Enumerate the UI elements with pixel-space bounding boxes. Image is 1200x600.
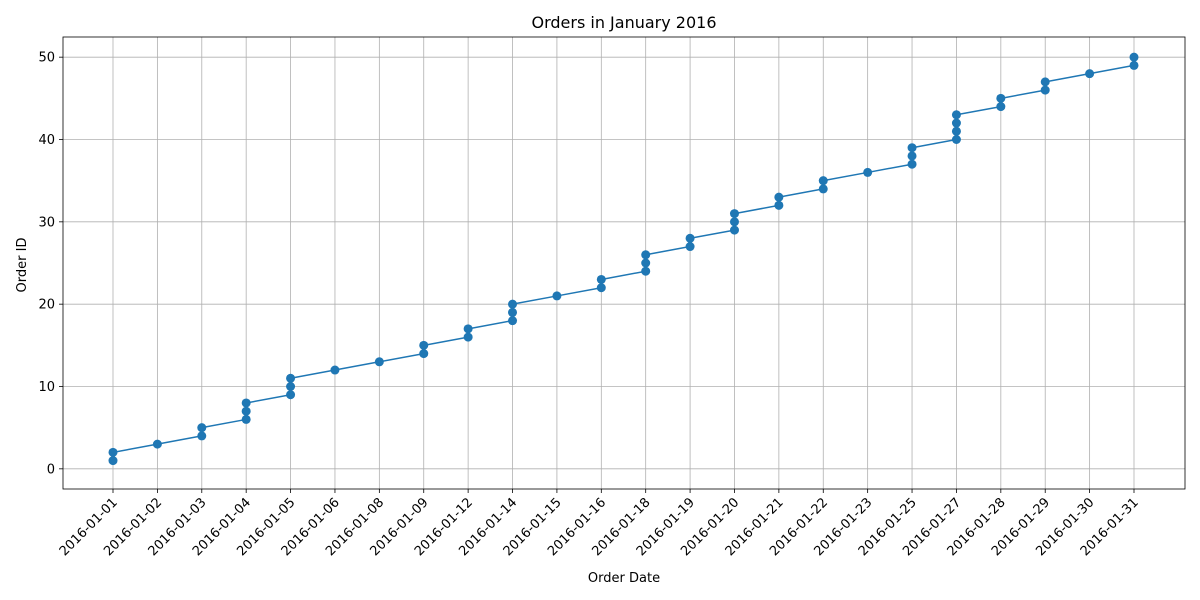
y-tick-label: 0	[47, 462, 55, 477]
data-point	[241, 406, 251, 416]
data-point	[508, 299, 518, 309]
data-point	[863, 167, 873, 177]
data-point	[463, 324, 473, 334]
data-point	[907, 151, 917, 161]
y-axis-ticks: 0 10 20 30 40 50	[38, 51, 63, 477]
y-tick-label: 20	[38, 298, 55, 313]
data-point	[108, 456, 118, 466]
data-point	[1129, 52, 1139, 62]
data-point	[729, 209, 739, 219]
data-point	[951, 135, 961, 145]
grid-lines	[63, 37, 1185, 489]
data-point	[286, 390, 296, 400]
data-point	[641, 250, 651, 260]
data-point	[951, 118, 961, 128]
data-point	[996, 93, 1006, 103]
data-point	[1040, 77, 1050, 87]
data-point	[419, 340, 429, 350]
data-point	[951, 126, 961, 136]
y-tick-label: 40	[38, 133, 55, 148]
data-point	[774, 192, 784, 202]
data-point	[685, 242, 695, 252]
data-point	[996, 102, 1006, 112]
data-point	[197, 423, 207, 433]
data-point	[1085, 69, 1095, 79]
data-point	[463, 332, 473, 342]
data-point	[729, 225, 739, 235]
chart-title: Orders in January 2016	[531, 13, 716, 32]
data-point	[241, 398, 251, 408]
data-point	[374, 357, 384, 367]
data-point	[1129, 60, 1139, 70]
data-point	[241, 414, 251, 424]
y-axis-label: Order ID	[15, 238, 30, 293]
y-tick-label: 10	[38, 380, 55, 395]
series-line	[112, 57, 1135, 461]
data-point	[641, 258, 651, 268]
y-tick-label: 30	[38, 215, 55, 230]
data-point	[641, 266, 651, 276]
y-tick-label: 50	[38, 51, 55, 66]
data-point	[508, 307, 518, 317]
series-layer	[108, 52, 1139, 466]
data-point	[286, 373, 296, 383]
x-axis-label: Order Date	[588, 571, 660, 586]
data-point	[419, 349, 429, 359]
data-point	[152, 439, 162, 449]
data-point	[818, 184, 828, 194]
data-point	[729, 217, 739, 227]
data-point	[907, 143, 917, 153]
data-point	[818, 176, 828, 186]
data-point	[685, 233, 695, 243]
data-point	[108, 447, 118, 457]
data-point	[774, 200, 784, 210]
data-point	[330, 365, 340, 375]
plot-frame	[62, 36, 1186, 490]
data-point	[596, 283, 606, 293]
data-point	[552, 291, 562, 301]
data-point	[508, 316, 518, 326]
data-point	[197, 431, 207, 441]
data-point	[907, 159, 917, 169]
x-axis-ticks: 2016-01-012016-01-022016-01-032016-01-04…	[57, 489, 1142, 559]
data-point	[286, 381, 296, 391]
data-point	[951, 110, 961, 120]
data-point	[1040, 85, 1050, 95]
data-point	[596, 274, 606, 284]
